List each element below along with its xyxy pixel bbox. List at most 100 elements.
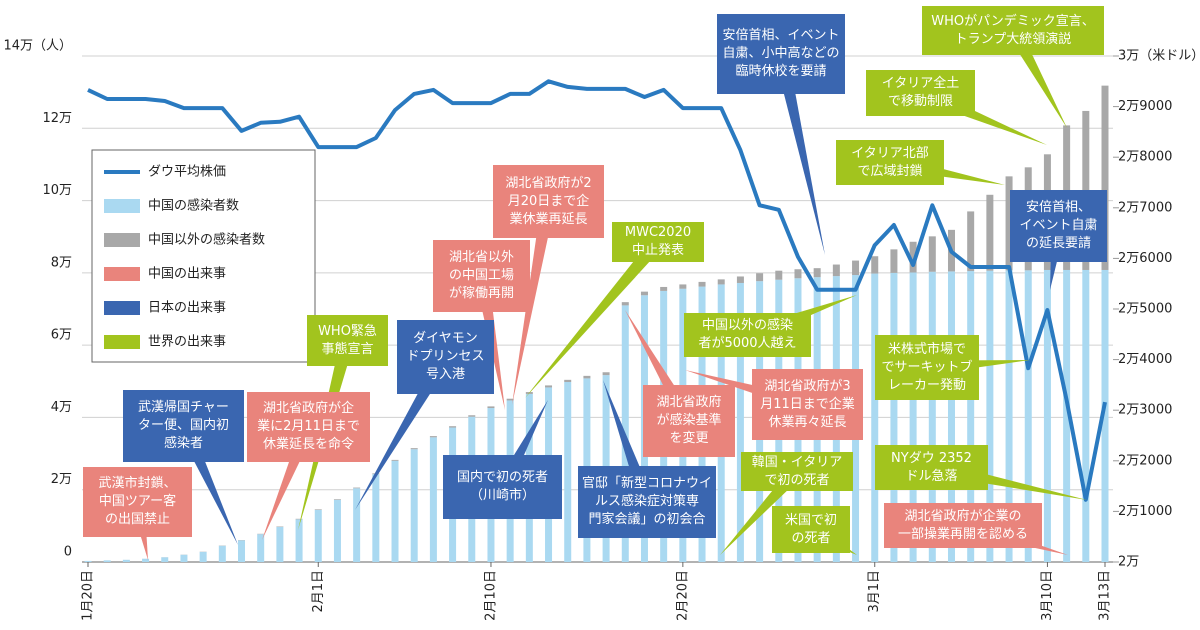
bar <box>487 406 495 409</box>
bar <box>199 551 207 562</box>
legend-label: ダウ平均株価 <box>148 165 226 180</box>
bar <box>295 519 303 562</box>
y2-tick-label: 2万1000 <box>1118 504 1172 519</box>
bar <box>756 273 764 282</box>
bar <box>257 534 265 562</box>
y2-tick-label: 2万 <box>1118 555 1139 570</box>
y-tick-label: 6万 <box>51 328 72 343</box>
bar <box>871 256 879 274</box>
callout-pointer <box>512 200 556 405</box>
y2-tick-label: 2万5000 <box>1118 302 1172 317</box>
bar <box>314 509 322 562</box>
legend-label: 中国の感染者数 <box>148 198 239 214</box>
bar <box>1101 269 1109 562</box>
bar <box>909 241 917 273</box>
bar <box>794 269 802 279</box>
event-callout: 武漢帰国チャー ター便、国内初 感染者 <box>123 390 244 462</box>
bar <box>679 284 687 289</box>
event-callout: 米株式市場で でサーキットブ レーカー発動 <box>875 335 979 400</box>
bar <box>775 270 783 280</box>
bar <box>736 282 744 562</box>
bar <box>314 509 322 510</box>
bar <box>410 449 418 562</box>
callout-pointer <box>525 237 664 398</box>
event-callout: WHO緊急 事態宣言 <box>307 315 388 366</box>
bar <box>928 271 936 562</box>
bar <box>180 554 188 562</box>
legend-swatch <box>104 199 140 213</box>
x-tick-label: 2月1日 <box>311 570 326 613</box>
event-callout: 湖北省以外 の中国工場 が稼働再開 <box>433 240 530 312</box>
legend-box <box>91 149 316 363</box>
bar <box>890 249 898 273</box>
y2-tick-label: 2万8000 <box>1118 150 1172 165</box>
y-tick-label: 4万 <box>51 400 72 415</box>
callout-pointer <box>774 52 825 255</box>
bar <box>928 236 936 272</box>
bar <box>1101 85 1109 270</box>
event-callout: 湖北省政府が3 月11日まで企業 休業再々延長 <box>752 369 863 440</box>
bar <box>986 194 994 271</box>
bar <box>1024 270 1032 562</box>
event-callout: 米国で初 の死者 <box>772 506 850 553</box>
bar <box>890 272 898 562</box>
bar <box>391 459 399 461</box>
event-callout: イタリア北部 で広域封鎖 <box>836 140 944 185</box>
legend-swatch <box>104 233 140 247</box>
bar <box>218 545 226 562</box>
bar <box>449 426 457 428</box>
y2-tick-label: 2万9000 <box>1118 99 1172 114</box>
bar <box>333 499 341 562</box>
x-tick-label: 3月1日 <box>867 570 882 613</box>
bar <box>660 286 668 291</box>
y2-tick-label: 2万4000 <box>1118 352 1172 367</box>
event-callout: 中国以外の感染 者が5000人越え <box>684 313 811 357</box>
bar <box>410 448 418 450</box>
x-tick-label: 2月10日 <box>483 570 498 621</box>
y-tick-label: 0 <box>64 545 72 560</box>
bar <box>1063 269 1071 562</box>
bar <box>698 281 706 287</box>
y-tick-label: 10万 <box>42 183 72 198</box>
event-callout: 湖北省政府 が感染基準 を変更 <box>643 385 735 457</box>
bar <box>142 558 150 562</box>
event-callout: MWC2020 中止発表 <box>612 222 704 262</box>
x-tick-label: 3月13日 <box>1098 570 1113 621</box>
bar <box>295 518 303 520</box>
bar <box>832 264 840 277</box>
bar <box>621 302 629 306</box>
legend-swatch <box>104 267 140 281</box>
bar <box>640 291 648 296</box>
line-series <box>87 79 1107 502</box>
bar <box>909 272 917 562</box>
bar <box>391 460 399 562</box>
event-callout: 湖北省政府が企 業に2月11日まで 休業延長を命令 <box>247 392 370 462</box>
bar <box>583 375 591 379</box>
bar <box>122 559 130 562</box>
y2-tick-label: 2万3000 <box>1118 403 1172 418</box>
legend-swatch <box>104 335 140 349</box>
bar <box>947 271 955 562</box>
bar <box>871 273 879 562</box>
event-callout: 官邸「新型コロナウイ ルス感染症対策専 門家会議」の初会合 <box>578 466 716 538</box>
bar <box>967 271 975 562</box>
bar <box>813 268 821 278</box>
bar <box>161 557 169 562</box>
bar <box>468 415 476 417</box>
bar <box>84 560 92 562</box>
bar <box>986 270 994 562</box>
event-callout: 韓国・イタリア で初の死者 <box>741 452 853 491</box>
event-callout: ダイヤモン ドプリンセス 号入港 <box>397 320 494 394</box>
bar <box>276 526 284 562</box>
bar <box>1043 269 1051 562</box>
bar <box>852 260 860 276</box>
event-callout: 湖北省政府が企業の 一部操業再開を認める <box>884 503 1042 548</box>
event-callout: 湖北省政府が2 月20日まで企 業休業再延長 <box>493 165 604 238</box>
bar <box>372 474 380 562</box>
y2-tick-label: 2万6000 <box>1118 251 1172 266</box>
bar <box>717 279 725 285</box>
bar <box>967 211 975 272</box>
event-callout: 武漢市封鎖、 中国ツアー客 の出国禁止 <box>83 467 192 537</box>
legend-label: 日本の出来事 <box>148 301 226 316</box>
